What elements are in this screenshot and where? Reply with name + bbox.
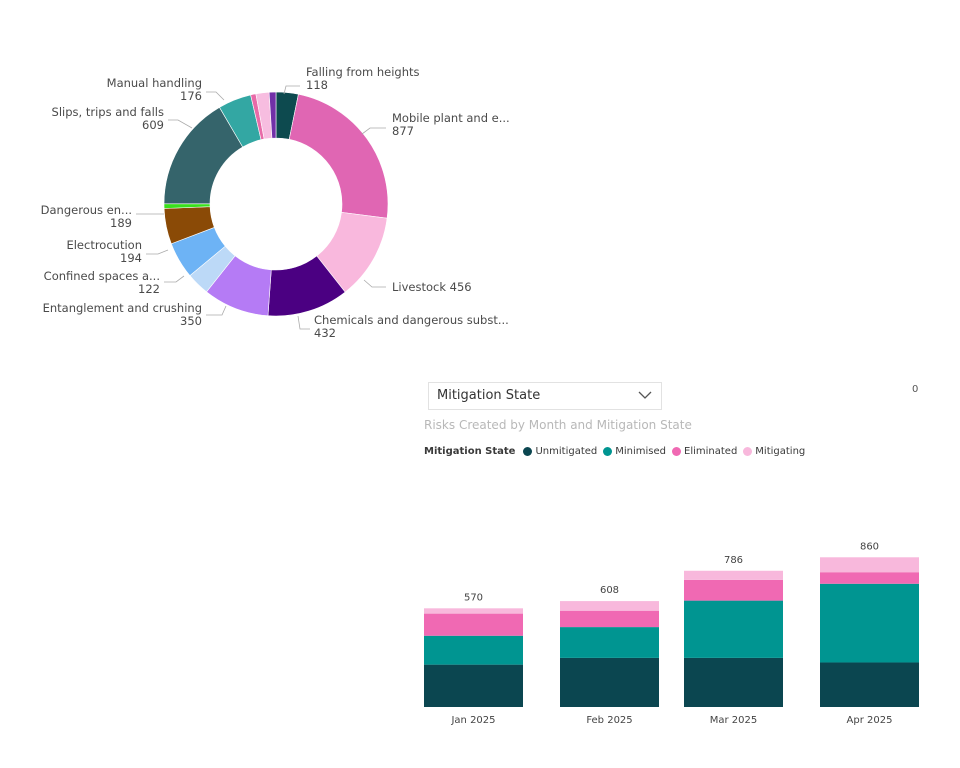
x-tick-label: Mar 2025 [710, 715, 758, 726]
donut-label-name: Electrocution [66, 238, 142, 252]
legend-item-eliminated[interactable]: Eliminated [672, 446, 737, 457]
legend-dot [603, 447, 613, 456]
leader-line [206, 91, 225, 101]
bar-segment[interactable] [684, 657, 783, 707]
bar-segment[interactable] [424, 664, 523, 707]
donut-label-name: Chemicals and dangerous subst... [314, 313, 509, 327]
bar-total-label: 570 [464, 592, 483, 603]
bar-total-label: 860 [860, 541, 879, 552]
legend-title: Mitigation State [424, 446, 516, 457]
legend-dot [743, 447, 753, 456]
chevron-down-icon [638, 391, 652, 399]
bar-segment[interactable] [560, 601, 659, 611]
legend-item-unmitigated[interactable]: Unmitigated [523, 446, 597, 457]
donut-label-value: 877 [392, 124, 414, 138]
donut-label-name: Entanglement and crushing [43, 301, 202, 315]
donut-label-value: 189 [110, 216, 132, 230]
chart-title: Risks Created by Month and Mitigation St… [424, 418, 692, 432]
bar-segment[interactable] [424, 608, 523, 614]
leader-line [283, 85, 300, 95]
bar-segment[interactable] [820, 557, 919, 573]
bar-segment[interactable] [820, 572, 919, 584]
donut-label-value: 118 [306, 78, 328, 92]
x-tick-label: Apr 2025 [847, 715, 893, 726]
donut-label-name: Slips, trips and falls [52, 105, 164, 119]
bar-segment[interactable] [820, 662, 919, 707]
donut-label-value: 122 [138, 282, 160, 296]
donut-label-value: 176 [180, 89, 202, 103]
leader-line [361, 127, 386, 135]
donut-label-value: 609 [142, 118, 164, 132]
leader-line [363, 279, 386, 288]
donut-label-value: 194 [120, 251, 142, 265]
bar-segment[interactable] [424, 613, 523, 636]
donut-label-value: 350 [180, 314, 202, 328]
legend-item-mitigating[interactable]: Mitigating [743, 446, 805, 457]
bar-segment[interactable] [684, 570, 783, 580]
legend-dot [672, 447, 682, 456]
donut-slice[interactable] [288, 93, 389, 219]
leader-line [164, 275, 185, 283]
legend-item-minimised[interactable]: Minimised [603, 446, 666, 457]
leader-line [297, 315, 310, 330]
leader-line [206, 305, 227, 316]
bar-segment[interactable] [684, 579, 783, 601]
mitigation-state-dropdown[interactable]: Mitigation State [428, 382, 662, 410]
bar-segment[interactable] [560, 657, 659, 707]
leader-line [146, 249, 169, 255]
bar-segment[interactable] [560, 610, 659, 628]
donut-label-name: Confined spaces a... [44, 269, 160, 283]
chart-legend: Mitigation State Unmitigated Minimised E… [424, 446, 805, 457]
x-tick-label: Jan 2025 [450, 715, 495, 726]
donut-label-name: Manual handling [107, 76, 202, 90]
bar-segment[interactable] [560, 627, 659, 658]
leader-line [168, 119, 193, 129]
bar-segment[interactable] [424, 635, 523, 665]
bar-segment[interactable] [820, 583, 919, 663]
bar-total-label: 608 [600, 585, 619, 596]
donut-label-name: Livestock 456 [392, 280, 472, 294]
bar-segment[interactable] [684, 600, 783, 658]
dropdown-label: Mitigation State [437, 388, 541, 403]
donut-label-value: 432 [314, 326, 336, 340]
x-tick-label: Feb 2025 [586, 715, 632, 726]
bar-total-label: 786 [724, 555, 743, 566]
donut-label-name: Mobile plant and e... [392, 111, 510, 125]
legend-dot [523, 447, 533, 456]
donut-label-name: Falling from heights [306, 65, 420, 79]
donut-slice[interactable] [268, 91, 277, 139]
donut-label-name: Dangerous en... [41, 203, 132, 217]
card-value: 0 [912, 384, 919, 395]
